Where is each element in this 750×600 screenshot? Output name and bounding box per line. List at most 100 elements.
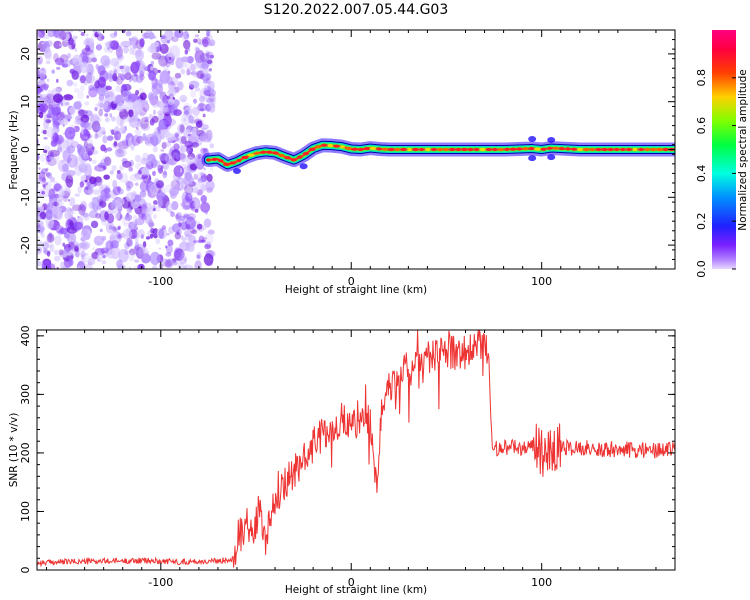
noise-speckle [133,215,138,220]
noise-speckle [198,41,203,46]
noise-speckle [65,138,70,147]
noise-speckle [46,40,53,47]
noise-speckle [96,252,103,263]
x-tick-label: 100 [531,275,552,288]
x-tick-label: 0 [348,576,355,589]
y-tick-label: 0 [19,567,32,574]
noise-speckle [172,223,181,233]
noise-speckle [180,152,186,163]
noise-speckle [37,106,38,109]
noise-speckle [90,220,99,229]
noise-speckle [183,265,187,269]
noise-speckle [126,239,134,247]
noise-speckle [67,238,74,246]
noise-speckle [38,167,41,170]
noise-speckle [125,185,131,192]
noise-speckle [184,192,193,202]
noise-speckle [117,233,122,240]
track-blob [272,151,279,155]
noise-speckle [133,226,138,231]
noise-speckle [80,254,85,260]
noise-speckle [173,165,184,178]
noise-speckle [41,96,52,105]
noise-speckle [82,253,87,260]
noise-speckle [37,247,42,255]
noise-speckle [203,218,212,228]
noise-speckle [85,72,93,84]
noise-speckle [180,187,183,192]
track-blob [474,147,479,152]
noise-speckle [142,32,149,39]
noise-speckle [89,176,97,185]
track-blob [266,150,273,154]
noise-speckle [167,239,174,247]
track-blob [357,147,364,152]
track-blob [498,147,504,152]
x-tick-label: 100 [531,576,552,589]
noise-speckle [85,186,91,191]
noise-speckle [137,228,145,239]
noise-speckle [136,172,143,181]
noise-speckle [58,118,65,125]
noise-speckle [110,58,119,67]
noise-speckle [195,120,203,128]
noise-speckle [95,44,103,51]
noise-speckle [165,244,173,254]
track-blob [425,147,431,152]
noise-speckle [125,192,136,202]
noise-speckle [204,50,210,58]
noise-speckle [89,81,94,85]
noise-speckle [72,210,76,215]
noise-speckle [141,167,150,176]
noise-speckle [49,243,55,253]
noise-speckle [197,177,206,183]
noise-speckle [37,201,44,214]
noise-speckle [45,240,51,245]
noise-speckle [190,90,197,98]
noise-speckle [49,151,54,158]
noise-speckle [177,187,182,191]
noise-speckle [67,199,70,202]
noise-speckle [195,56,208,69]
noise-speckle [42,240,50,251]
noise-speckle [84,37,90,47]
track-blob [601,147,609,152]
track-blob [455,147,462,152]
noise-speckle [100,126,106,133]
noise-speckle [45,126,56,138]
noise-speckle [155,180,165,189]
noise-speckle [139,203,148,216]
noise-speckle [39,153,47,162]
noise-speckle [104,41,114,48]
track-blob [565,147,571,151]
track-blob [205,158,211,162]
noise-speckle [37,59,42,66]
noise-speckle [58,188,65,198]
noise-speckle [54,57,65,66]
noise-speckle [37,113,38,117]
noise-speckle [175,154,181,160]
noise-speckle [180,235,184,240]
noise-speckle [103,174,110,180]
noise-speckle [80,114,90,123]
noise-speckle [69,220,74,227]
noise-speckle [77,186,82,194]
noise-speckle [82,212,89,218]
noise-speckle [164,30,174,42]
noise-speckle [104,113,109,117]
noise-speckle [37,222,40,229]
noise-speckle [135,90,139,96]
noise-speckle [97,98,108,111]
noise-speckle [57,147,63,153]
track-blob [547,146,553,150]
noise-speckle [43,248,48,254]
noise-speckle [174,72,182,79]
noise-speckle [84,179,88,183]
track-blob [577,147,584,152]
noise-speckle [88,87,98,98]
noise-speckle [108,225,114,230]
noise-speckle [48,232,53,237]
track-blob [387,147,395,152]
noise-speckle [200,195,207,204]
noise-speckle [129,37,139,46]
